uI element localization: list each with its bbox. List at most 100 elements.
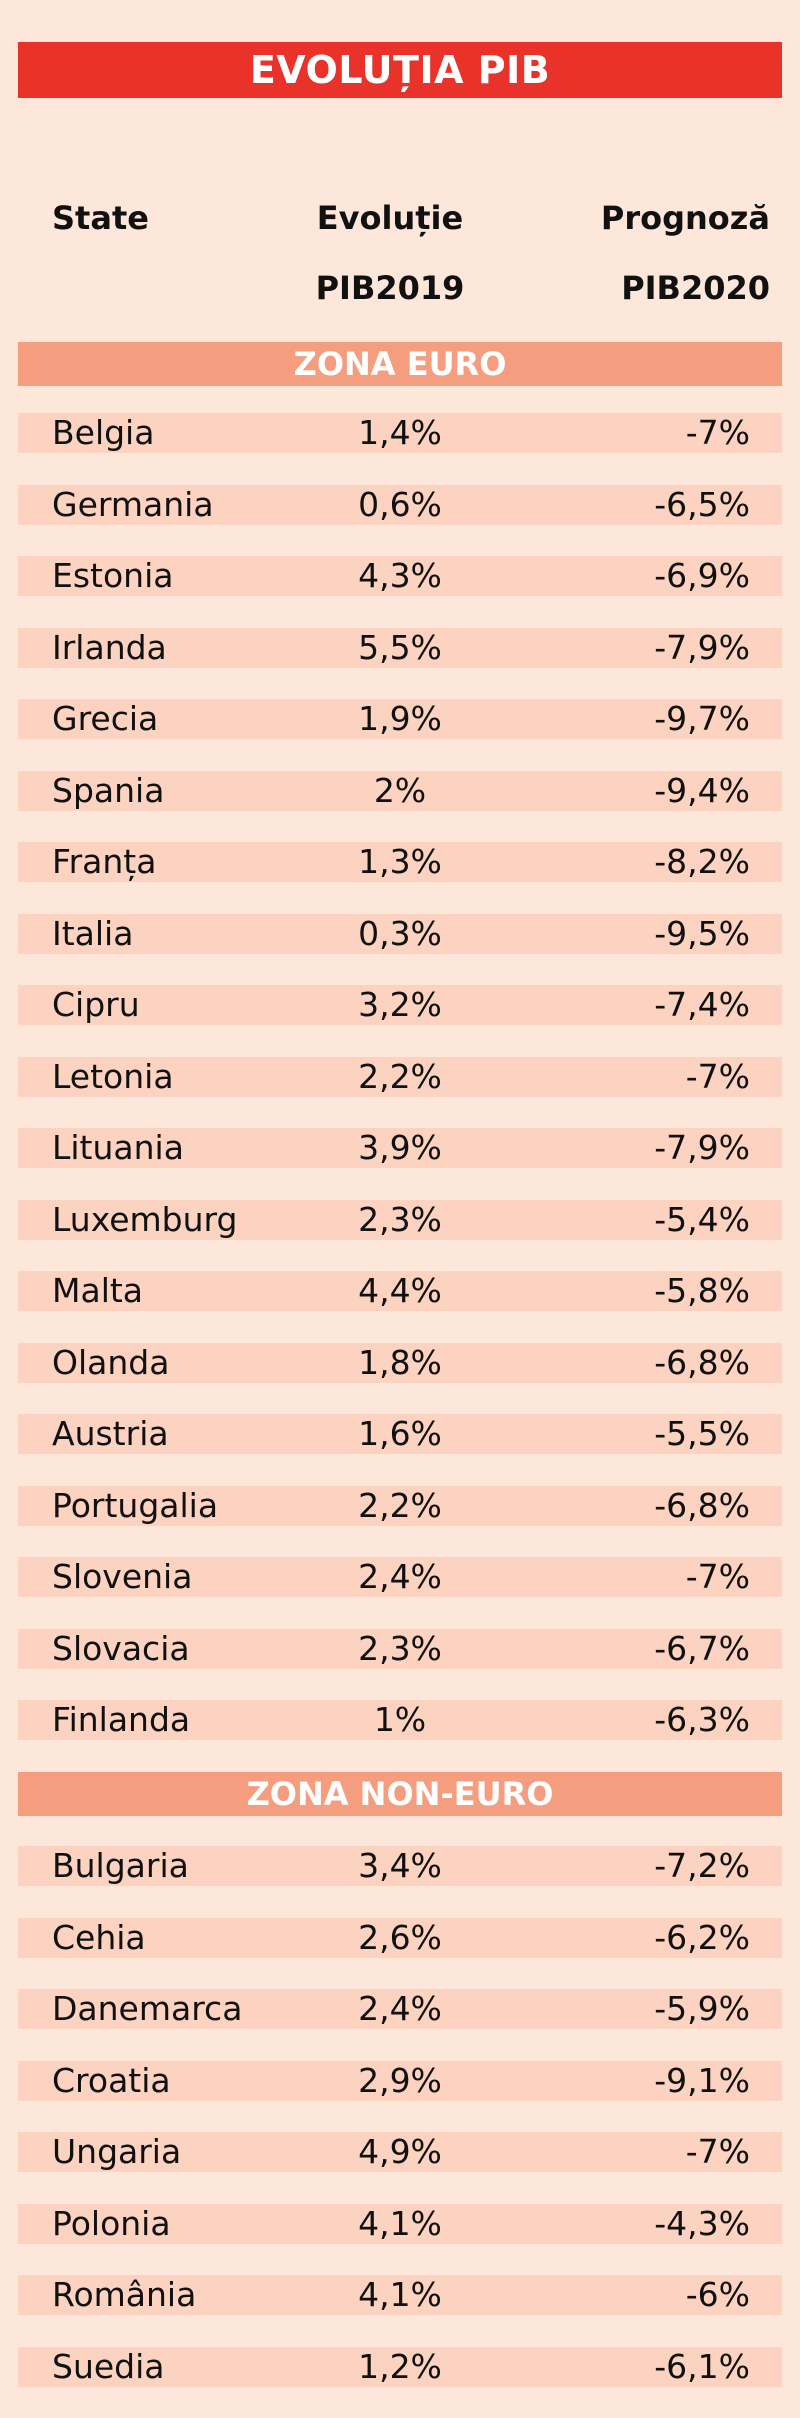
forecast2020-cell: -5,5% [654,1414,750,1453]
forecast2020-cell: -6,7% [654,1629,750,1668]
table-row: Finlanda 1% -6,3% [18,1700,782,1740]
gdp2019-cell: 1,6% [358,1414,442,1453]
table-row: Lituania 3,9% -7,9% [18,1128,782,1168]
forecast2020-cell: -6,8% [654,1486,750,1525]
gdp2019-cell: 4,1% [358,2204,442,2243]
gdp2019-cell: 2,4% [358,1989,442,2028]
state-cell: Suedia [52,2347,165,2386]
gdp2019-cell: 1,9% [358,699,442,738]
gdp2019-cell: 2,9% [358,2061,442,2100]
table-row: Luxemburg 2,3% -5,4% [18,1200,782,1240]
column-header-gdp2019-line2: PIB2019 [315,269,465,307]
table-row: Cehia 2,6% -6,2% [18,1918,782,1958]
forecast2020-cell: -6,2% [654,1918,750,1957]
table-row: Spania 2% -9,4% [18,771,782,811]
forecast2020-cell: -7% [685,1557,750,1596]
forecast2020-cell: -6,1% [654,2347,750,2386]
forecast2020-cell: -5,8% [654,1271,750,1310]
state-cell: Bulgaria [52,1846,189,1885]
forecast2020-cell: -7% [685,413,750,452]
state-cell: Grecia [52,699,159,738]
table-row: Grecia 1,9% -9,7% [18,699,782,739]
gdp2019-cell: 2,6% [358,1918,442,1957]
forecast2020-cell: -6,9% [654,556,750,595]
state-cell: Portugalia [52,1486,219,1525]
forecast2020-cell: -6% [685,2275,750,2314]
state-cell: Spania [52,771,165,810]
forecast2020-cell: -9,1% [654,2061,750,2100]
forecast2020-cell: -6,8% [654,1343,750,1382]
table-row: Slovenia 2,4% -7% [18,1557,782,1597]
forecast2020-cell: -7,4% [654,985,750,1024]
state-cell: Austria [52,1414,169,1453]
forecast2020-cell: -9,7% [654,699,750,738]
page-title: EVOLUȚIA PIB [18,42,782,98]
gdp2019-cell: 0,6% [358,485,442,524]
table-row: Polonia 4,1% -4,3% [18,2204,782,2244]
table-row: Ungaria 4,9% -7% [18,2132,782,2172]
state-cell: Slovenia [52,1557,193,1596]
table-row: Portugalia 2,2% -6,8% [18,1486,782,1526]
gdp2019-cell: 1,3% [358,842,442,881]
table-row: Belgia 1,4% -7% [18,413,782,453]
table-row: Franța 1,3% -8,2% [18,842,782,882]
gdp2019-cell: 2,2% [358,1486,442,1525]
state-cell: Lituania [52,1128,184,1167]
state-cell: Franța [52,842,157,881]
forecast2020-cell: -6,5% [654,485,750,524]
state-cell: Danemarca [52,1989,243,2028]
forecast2020-cell: -7,9% [654,1128,750,1167]
forecast2020-cell: -4,3% [654,2204,750,2243]
forecast2020-cell: -7% [685,1057,750,1096]
table-row: Italia 0,3% -9,5% [18,914,782,954]
state-cell: Estonia [52,556,174,595]
gdp2019-cell: 1,2% [358,2347,442,2386]
gdp2019-cell: 1% [373,1700,427,1739]
column-header-state: State [52,199,149,237]
gdp2019-cell: 0,3% [358,914,442,953]
gdp2019-cell: 1,8% [358,1343,442,1382]
gdp2019-cell: 4,4% [358,1271,442,1310]
section-header: ZONA NON-EURO [18,1772,782,1816]
table-row: Austria 1,6% -5,5% [18,1414,782,1454]
table-row: Malta 4,4% -5,8% [18,1271,782,1311]
table-row: Slovacia 2,3% -6,7% [18,1629,782,1669]
gdp2019-cell: 4,3% [358,556,442,595]
table-row: Germania 0,6% -6,5% [18,485,782,525]
gdp2019-cell: 2,4% [358,1557,442,1596]
state-cell: Letonia [52,1057,174,1096]
state-cell: Olanda [52,1343,170,1382]
state-cell: Slovacia [52,1629,190,1668]
gdp2019-cell: 2,3% [358,1629,442,1668]
gdp2019-cell: 1,4% [358,413,442,452]
forecast2020-cell: -6,3% [654,1700,750,1739]
table-row: Suedia 1,2% -6,1% [18,2347,782,2387]
gdp2019-cell: 3,9% [358,1128,442,1167]
forecast2020-cell: -7,2% [654,1846,750,1885]
state-cell: România [52,2275,197,2314]
table-row: Danemarca 2,4% -5,9% [18,1989,782,2029]
state-cell: Croatia [52,2061,171,2100]
forecast2020-cell: -7% [685,2132,750,2171]
gdp2019-cell: 5,5% [358,628,442,667]
forecast2020-cell: -9,4% [654,771,750,810]
table-row: Bulgaria 3,4% -7,2% [18,1846,782,1886]
table-row: Irlanda 5,5% -7,9% [18,628,782,668]
state-cell: Finlanda [52,1700,191,1739]
gdp2019-cell: 2,2% [358,1057,442,1096]
gdp2019-cell: 2,3% [358,1200,442,1239]
state-cell: Ungaria [52,2132,182,2171]
forecast2020-cell: -9,5% [654,914,750,953]
section-header: ZONA EURO [18,342,782,386]
column-header-forecast2020-line2: PIB2020 [621,269,770,307]
state-cell: Luxemburg [52,1200,238,1239]
gdp2019-cell: 4,9% [358,2132,442,2171]
state-cell: Irlanda [52,628,167,667]
state-cell: Cipru [52,985,140,1024]
gdp2019-cell: 3,2% [358,985,442,1024]
state-cell: Germania [52,485,214,524]
table-row: România 4,1% -6% [18,2275,782,2315]
gdp2019-cell: 4,1% [358,2275,442,2314]
state-cell: Italia [52,914,134,953]
table-row: Croatia 2,9% -9,1% [18,2061,782,2101]
